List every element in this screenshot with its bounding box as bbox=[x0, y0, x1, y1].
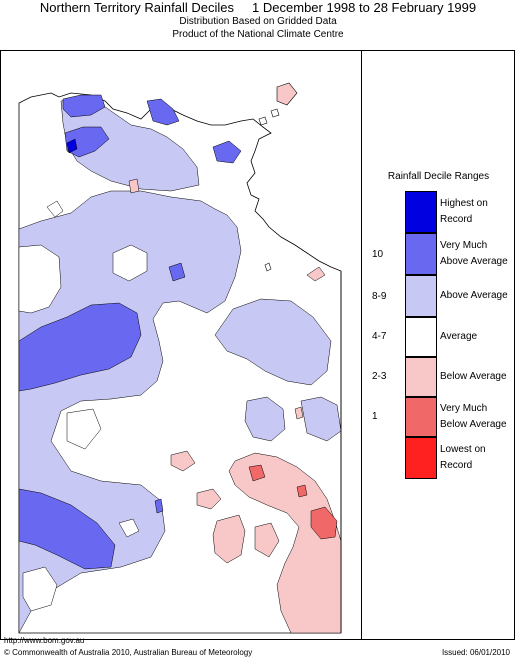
region-very-much-above-west bbox=[18, 302, 142, 392]
legend-range-1: 1 bbox=[372, 411, 378, 422]
map-panel bbox=[0, 50, 362, 640]
region-above-average-east bbox=[214, 298, 332, 386]
region-very-much-below-1 bbox=[310, 506, 338, 540]
region-very-much-below-2 bbox=[248, 464, 266, 482]
legend-swatch-lowest bbox=[405, 437, 437, 479]
legend-swatch-very-much-below bbox=[405, 397, 437, 437]
region-very-much-above-spot-1 bbox=[212, 140, 242, 164]
region-average-hole-6 bbox=[46, 200, 64, 218]
legend-label-highest: Highest on Record bbox=[440, 198, 488, 225]
legend-range-8-9: 8-9 bbox=[372, 291, 387, 302]
island-small-2 bbox=[258, 116, 268, 126]
region-very-much-above-spot-2 bbox=[168, 262, 186, 282]
region-below-average-7 bbox=[294, 406, 304, 420]
legend-swatch-highest bbox=[405, 191, 437, 233]
island-small-1 bbox=[270, 108, 280, 118]
decile-map bbox=[18, 82, 342, 634]
legend-title: Rainfall Decile Ranges bbox=[387, 171, 490, 182]
region-average-hole-2 bbox=[18, 244, 62, 314]
legend-label-above: Above Average bbox=[440, 290, 508, 301]
legend-label-lowest: Lowest on Record bbox=[440, 444, 486, 471]
region-average-hole-1 bbox=[112, 244, 148, 282]
region-average-hole-4 bbox=[22, 566, 58, 612]
region-average-hole-3 bbox=[66, 408, 102, 450]
legend-label-average: Average bbox=[440, 331, 478, 342]
map-title: Northern Territory Rainfall Deciles 1 De… bbox=[39, 0, 477, 15]
region-above-average-north bbox=[60, 96, 200, 192]
legend-label-very-much-above: Very Much Above Average bbox=[440, 240, 508, 267]
legend-panel: Rainfall Decile Ranges Highest on Record … bbox=[362, 50, 515, 640]
region-below-average-south bbox=[228, 452, 342, 634]
region-very-much-below-3 bbox=[296, 484, 308, 498]
region-average-hole-5 bbox=[118, 518, 140, 538]
legend-swatch-average bbox=[405, 317, 437, 357]
map-subtitle-distribution: Distribution Based on Gridded Data bbox=[179, 16, 337, 27]
issued-date: Issued: 06/01/2010 bbox=[441, 648, 510, 657]
source-url[interactable]: http://www.bom.gov.au bbox=[4, 636, 85, 645]
region-very-much-above-sw bbox=[18, 488, 116, 570]
region-above-average-central bbox=[244, 396, 286, 442]
island-groote bbox=[276, 82, 298, 106]
legend-range-2-3: 2-3 bbox=[372, 371, 387, 382]
legend-label-very-much-below: Very Much Below Average bbox=[440, 403, 507, 430]
region-below-average-2 bbox=[212, 514, 246, 564]
region-below-average-4 bbox=[170, 450, 196, 472]
legend-swatch-below bbox=[405, 357, 437, 397]
island-small-3 bbox=[264, 262, 272, 272]
region-below-average-6 bbox=[128, 178, 140, 194]
region-highest-on-record bbox=[66, 138, 78, 154]
legend-range-4-7: 4-7 bbox=[372, 331, 387, 342]
region-below-average-5 bbox=[306, 266, 326, 282]
region-below-average-3 bbox=[254, 522, 280, 558]
region-very-much-above-north-1 bbox=[62, 94, 106, 118]
map-subtitle-product: Product of the National Climate Centre bbox=[172, 29, 344, 40]
region-very-much-above-north-2 bbox=[146, 98, 180, 126]
legend-range-10: 10 bbox=[372, 249, 384, 260]
legend-swatch-above bbox=[405, 275, 437, 317]
region-below-average-1 bbox=[196, 488, 222, 510]
legend-swatch-very-much-above bbox=[405, 233, 437, 275]
legend-label-below: Below Average bbox=[440, 371, 507, 382]
copyright-notice: © Commonwealth of Australia 2010, Austra… bbox=[4, 648, 253, 657]
region-very-much-above-spot-3 bbox=[154, 498, 164, 514]
